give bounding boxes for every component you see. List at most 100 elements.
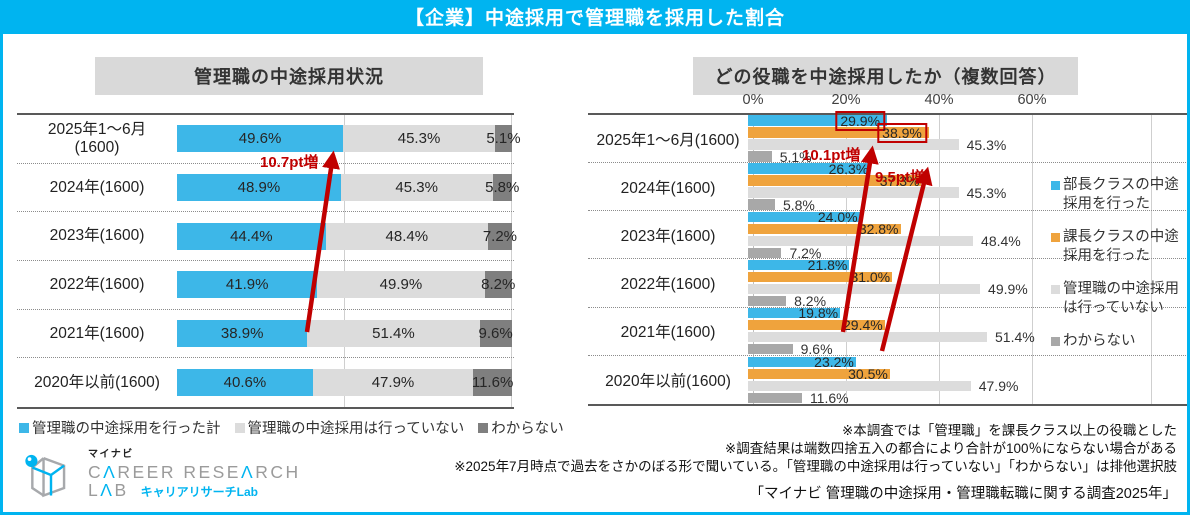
left-chart-plot: 2025年1～6月 (1600) 49.6% 45.3% 5.1% 2024年(1600… [17,113,521,409]
bar [748,271,893,283]
right-chart-row: 2021年(1600) 19.8% 29.4% 51.4% 9.6% [588,305,1187,358]
row-label: 2025年1～6月 (1600) [47,121,147,156]
row-label: 2021年(1600) [49,324,145,342]
right-chart-title: どの役職を中途採用したか（複数回答） [693,57,1078,95]
footnote-3: ※2025年7月時点で過去をさかのぼる形で聞いている。「管理職の中途採用は行って… [454,458,1177,474]
row-label: 2020年以前(1600) [605,372,731,390]
bar-segment: 45.3% [343,125,495,153]
legend-item: わからない [1051,332,1187,351]
row-label: 2025年1～6月(1600) [596,131,740,149]
bar [748,283,981,295]
bar-value-label: 38.9% [877,122,927,143]
axis-tick: 0% [742,92,764,108]
bar-value-label: 49.9% [379,276,423,294]
stacked-bar: 41.9% 49.9% 8.2% [177,271,515,299]
legend-label: 課長クラスの中途採用を行った [1063,229,1179,264]
bar-line: 47.9% [748,377,1187,394]
bar-line: 8.2% [748,293,1187,310]
left-chart-title: 管理職の中途採用状況 [95,57,483,95]
row-label: 2022年(1600) [49,275,145,293]
axis-tick: 60% [1017,92,1047,108]
bar-value-label: 45.3% [966,184,1007,201]
bar [748,295,787,307]
legend-swatch [1051,233,1060,243]
legend-swatch [478,423,489,433]
gridline-60pct [1032,115,1033,404]
bar-value-label: 29.9% [835,110,886,131]
bar [748,139,959,150]
left-chart-row: 2021年(1600) 38.9% 51.4% 9.6% [17,310,514,359]
bar-line: 5.8% [748,196,1187,213]
row-label: 2020年以前(1600) [34,373,160,391]
annotation-left-increase: 10.7pt増 [260,154,319,171]
bar-value-label: 44.4% [230,227,273,245]
gridline-40pct [939,115,940,404]
footnotes: ※本調査では「管理職」を課長クラス以上の役職とした ※調査結果は端数四捨五入の都… [454,422,1177,505]
bar-value-label: 40.6% [223,374,267,392]
legend-label: 部長クラスの中途採用を行った [1063,177,1179,212]
bar-segment: 49.9% [317,271,485,299]
bar-segment: 47.9% [312,369,474,397]
bar-value-label: 41.9% [225,276,269,294]
bar-value-label: 19.8% [798,305,839,322]
page-title: 【企業】中途採用で管理職を採用した割合 [3,3,1187,34]
bar-value-label: 7.2% [482,227,518,245]
bar-value-label: 8.2% [794,293,827,310]
bar [748,151,772,162]
legend-item: 管理職の中途採用は行っていない [234,417,465,438]
legend-item: 課長クラスの中途採用を行った [1051,228,1187,265]
bar-value-label: 24.0% [817,208,858,225]
bar-segment: 8.2% [481,271,515,299]
bar-segment: 11.6% [471,369,514,397]
bar-segment: 9.6% [478,319,513,347]
bar-line: 29.9% [748,110,1187,131]
bar-segment: 40.6% [177,369,313,397]
bar-line: 38.9% [748,122,1187,143]
bar-value-label: 11.6% [471,374,514,392]
career-research-lab-logo: マイナビ CΛREER RESEΛRCH LΛB キャリアリサーチLab [23,447,301,503]
legend-item: 管理職の中途採用は行っていない [1051,280,1187,317]
row-label: 2024年(1600) [620,179,716,197]
bar-group: 23.2% 30.5% 47.9% 11.6% [748,354,1187,406]
left-chart-row: 2022年(1600) 41.9% 49.9% 8.2% [17,261,515,310]
bar-line: 19.8% [748,305,1187,322]
bar-line: 23.2% [748,354,1187,370]
left-chart-row: 2023年(1600) 44.4% 48.4% 7.2% [17,212,517,261]
stacked-bar: 44.4% 48.4% 7.2% [177,222,517,250]
annotation-bucho-increase: 10.1pt増 [802,147,861,164]
bar [748,380,971,392]
bar-value-label: 38.9% [220,324,264,342]
legend-item: 部長クラスの中途採用を行った [1051,176,1187,213]
legend-swatch [1051,181,1060,190]
row-label: 2024年(1600) [49,178,145,196]
bar [748,175,922,186]
bar-segment: 41.9% [177,271,318,299]
bar [748,127,929,138]
bar-value-label: 47.9% [978,377,1019,394]
logo-line2: LΛB [88,480,129,501]
bar-value-label: 5.8% [782,196,815,213]
logo-line1: CΛREER RESEΛRCH [88,461,301,482]
legend-label: 管理職の中途採用は行っていない [247,421,465,437]
row-label: 2022年(1600) [620,276,716,294]
bar [748,392,802,404]
bar [748,187,959,198]
bar-value-label: 48.4% [981,232,1021,249]
bar-value-label: 45.3% [397,130,441,148]
annotation-kacho-increase: 9.5pt増 [875,169,926,186]
logo-brand-small: マイナビ [88,449,134,461]
bar [748,247,782,259]
bar-value-label: 9.6% [800,341,833,358]
right-chart-plot: 2025年1～6月(1600) 29.9% 38.9% 45.3% 5.1% 2024年(… [588,110,1187,406]
bar-line: 21.8% [748,257,1187,273]
bar [748,211,860,223]
legend-swatch [19,423,29,433]
gridline-0pct [753,115,754,404]
left-chart-legend: 管理職の中途採用を行った計 管理職の中途採用は行っていない わからない [19,417,564,438]
bar [748,163,871,174]
bar-line: 11.6% [748,390,1187,406]
footnote-1: ※本調査では「管理職」を課長クラス以上の役職とした [841,423,1177,438]
bar-line: 26.3% [748,161,1187,177]
right-chart-legend: 部長クラスの中途採用を行った 課長クラスの中途採用を行った 管理職の中途採用は行って… [1051,176,1187,351]
